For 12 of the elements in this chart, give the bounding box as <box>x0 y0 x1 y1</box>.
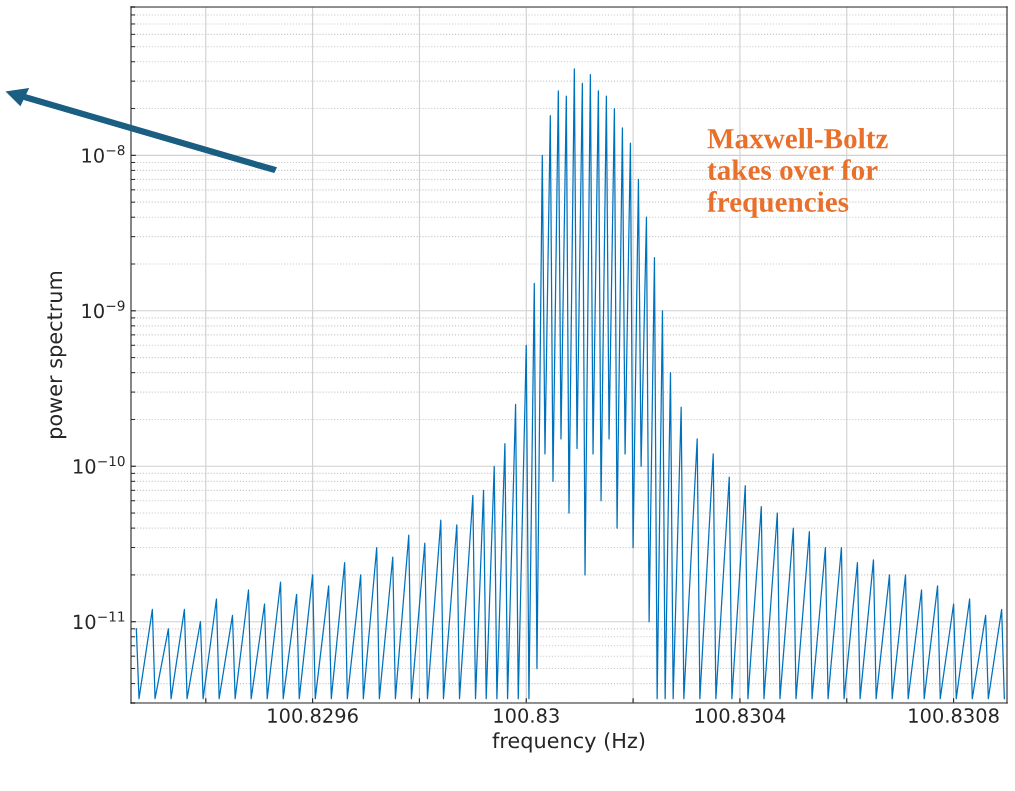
x-tick-label: 100.8308 <box>909 708 999 723</box>
x-tick-label: 100.8304 <box>695 708 786 723</box>
line-series <box>135 68 1005 700</box>
y-tick-label: 10$^{−10}$ <box>74 455 125 474</box>
x-axis-title: frequency (Hz) <box>492 732 645 753</box>
y-tick-label: 10$^{−8}$ <box>82 145 125 163</box>
x-tick-label: 100.83 <box>494 708 559 723</box>
annotation: Maxwell-Boltz takes over for frequencies <box>707 128 888 218</box>
y-tick-label: 10$^{−9}$ <box>82 300 125 319</box>
x-tick-label: 100.8296 <box>268 708 358 723</box>
y-axis-title: power spectrum <box>47 271 67 438</box>
y-tick-label: 10$^{−11}$ <box>74 611 125 630</box>
